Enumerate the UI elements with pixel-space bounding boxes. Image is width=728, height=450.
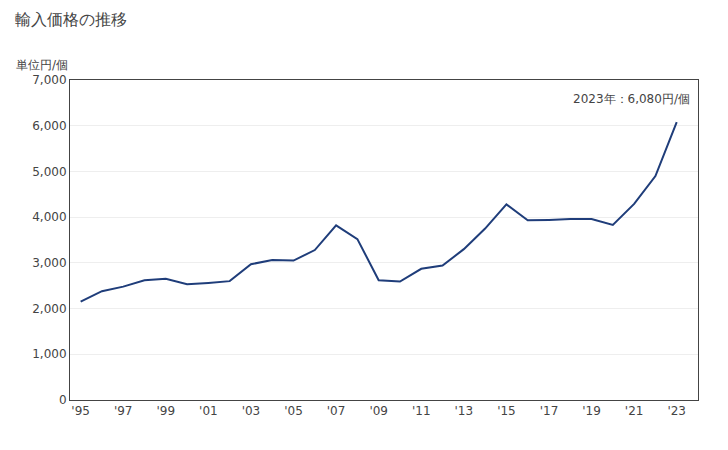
- svg-text:0: 0: [59, 393, 67, 407]
- svg-text:'19: '19: [582, 404, 601, 418]
- svg-text:輸入価格の推移: 輸入価格の推移: [15, 10, 127, 29]
- svg-text:'03: '03: [242, 404, 261, 418]
- svg-text:'17: '17: [540, 404, 559, 418]
- svg-text:'97: '97: [114, 404, 133, 418]
- svg-text:2023年：6,080円/個: 2023年：6,080円/個: [573, 92, 690, 106]
- svg-text:単位円/個: 単位円/個: [16, 58, 68, 72]
- svg-text:4,000: 4,000: [32, 210, 66, 224]
- svg-text:6,000: 6,000: [32, 119, 66, 133]
- svg-text:'01: '01: [199, 404, 218, 418]
- svg-text:'15: '15: [497, 404, 516, 418]
- svg-text:'13: '13: [455, 404, 474, 418]
- svg-text:5,000: 5,000: [32, 165, 66, 179]
- svg-text:3,000: 3,000: [32, 256, 66, 270]
- svg-text:'07: '07: [327, 404, 346, 418]
- svg-text:'09: '09: [369, 404, 388, 418]
- svg-text:'23: '23: [667, 404, 686, 418]
- svg-text:'99: '99: [157, 404, 176, 418]
- svg-text:2,000: 2,000: [32, 302, 66, 316]
- svg-text:'05: '05: [284, 404, 303, 418]
- svg-text:'11: '11: [412, 404, 431, 418]
- svg-text:1,000: 1,000: [32, 347, 66, 361]
- svg-text:'21: '21: [625, 404, 644, 418]
- svg-text:7,000: 7,000: [32, 73, 66, 87]
- svg-text:'95: '95: [71, 404, 90, 418]
